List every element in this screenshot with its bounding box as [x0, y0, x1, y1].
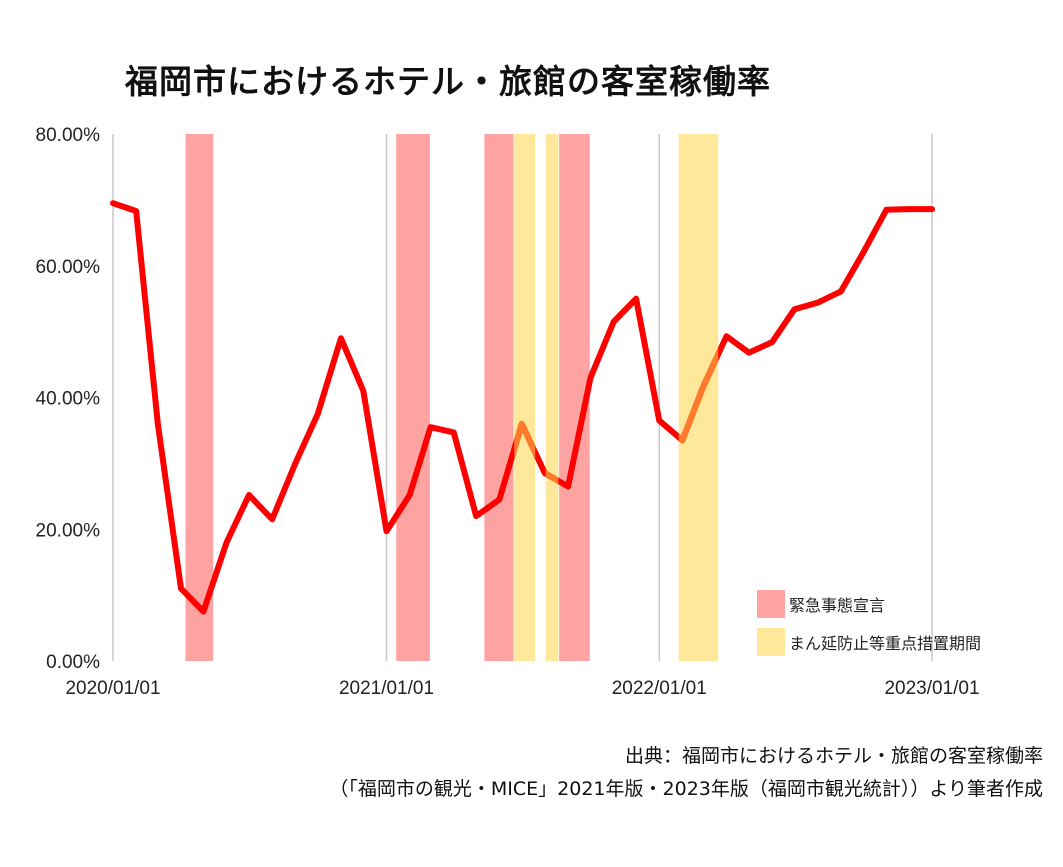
x-tick-label: 2022/01/01 [612, 678, 707, 699]
emergency-declaration-band [484, 134, 514, 661]
data-point [136, 211, 137, 212]
data-point [613, 321, 614, 322]
data-point [340, 338, 341, 339]
legend-label: まん延防止等重点措置期間 [789, 635, 981, 653]
y-tick-label: 0.00% [46, 652, 100, 673]
data-point [794, 309, 795, 310]
x-tick-label: 2023/01/01 [884, 678, 979, 699]
data-point [590, 377, 591, 378]
occupancy-series [110, 200, 935, 615]
data-point [817, 302, 818, 303]
x-tick-label: 2020/01/01 [65, 678, 160, 699]
data-point [659, 420, 660, 421]
data-point [908, 209, 909, 210]
data-point [703, 386, 704, 387]
legend-label: 緊急事態宣言 [789, 597, 885, 615]
data-point [157, 423, 158, 424]
data-point [932, 209, 933, 210]
priority-measures-band [545, 134, 559, 661]
data-point [409, 494, 410, 495]
data-point [544, 473, 545, 474]
y-tick-label: 60.00% [36, 257, 101, 278]
series-line-overlap [514, 200, 719, 615]
emergency-declaration-band [396, 134, 430, 661]
y-tick-label: 80.00% [36, 125, 101, 146]
emergency-declaration-band [185, 134, 214, 661]
data-point [203, 611, 204, 612]
y-tick-label: 20.00% [36, 520, 101, 541]
data-point [317, 413, 318, 414]
data-point [840, 291, 841, 292]
data-point [386, 531, 387, 532]
x-tick-label: 2021/01/01 [339, 678, 434, 699]
legend-swatch [757, 590, 785, 618]
data-point [430, 427, 431, 428]
data-point [568, 486, 569, 487]
data-point [453, 432, 454, 433]
data-point [499, 499, 500, 500]
shaded-period-bands [185, 134, 719, 661]
source-note-line2: （「福岡市の観光・MICE」2021年版・2023年版（福岡市観光統計））より筆… [329, 778, 1043, 800]
chart-title: 福岡市におけるホテル・旅館の客室稼働率 [125, 62, 771, 101]
priority-measures-band [514, 134, 536, 661]
data-point [476, 516, 477, 517]
data-point [272, 519, 273, 520]
x-axis-ticks: 2020/01/01 2021/01/01 2022/01/01 2023/01/01 [65, 678, 979, 699]
data-point [726, 336, 727, 337]
data-point [682, 440, 683, 441]
data-point [249, 494, 250, 495]
data-point [772, 342, 773, 343]
y-axis-ticks: 0.00% 20.00% 40.00% 60.00% 80.00% [36, 125, 101, 673]
data-point [226, 542, 227, 543]
data-point [295, 463, 296, 464]
data-point [636, 298, 637, 299]
data-point [521, 423, 522, 424]
y-tick-label: 40.00% [36, 389, 101, 410]
data-point [748, 352, 749, 353]
data-point [113, 203, 114, 204]
data-point [863, 252, 864, 253]
data-point [886, 209, 887, 210]
data-point [181, 588, 182, 589]
legend-swatch [757, 628, 785, 656]
data-point [363, 390, 364, 391]
source-note-line1: 出典：福岡市におけるホテル・旅館の客室稼働率 [624, 745, 1043, 767]
vertical-gridlines [112, 134, 933, 661]
